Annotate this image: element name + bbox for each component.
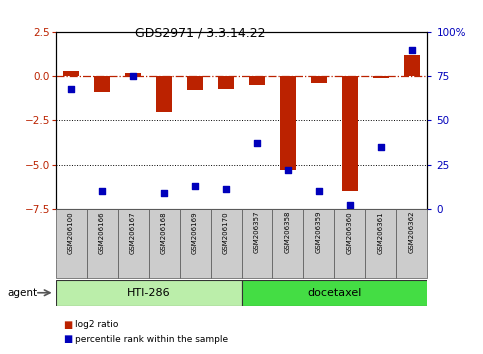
Bar xyxy=(404,55,420,76)
Point xyxy=(191,183,199,189)
Point xyxy=(284,167,292,173)
Point xyxy=(98,188,106,194)
Bar xyxy=(56,280,242,306)
Bar xyxy=(187,76,203,90)
Bar xyxy=(249,76,265,85)
Text: ■: ■ xyxy=(63,334,72,344)
Text: ■: ■ xyxy=(63,320,72,330)
Text: GSM206167: GSM206167 xyxy=(130,211,136,253)
Bar xyxy=(280,76,296,170)
Bar xyxy=(63,71,79,76)
Text: GSM206357: GSM206357 xyxy=(254,211,260,253)
Point xyxy=(377,144,385,150)
Point xyxy=(346,202,354,208)
Bar xyxy=(242,280,443,306)
Text: GSM206360: GSM206360 xyxy=(347,211,353,253)
Bar xyxy=(373,76,389,78)
Bar xyxy=(149,209,180,278)
Point xyxy=(222,187,230,192)
Text: agent: agent xyxy=(7,288,37,298)
Bar xyxy=(311,76,327,83)
Point xyxy=(129,73,137,79)
Text: docetaxel: docetaxel xyxy=(307,288,362,298)
Bar xyxy=(334,209,366,278)
Bar xyxy=(117,209,149,278)
Bar xyxy=(397,209,427,278)
Text: GSM206166: GSM206166 xyxy=(99,211,105,253)
Text: GSM206168: GSM206168 xyxy=(161,211,167,253)
Text: percentile rank within the sample: percentile rank within the sample xyxy=(75,335,228,344)
Bar xyxy=(342,76,358,191)
Point xyxy=(160,190,168,196)
Text: log2 ratio: log2 ratio xyxy=(75,320,118,330)
Bar xyxy=(303,209,334,278)
Text: HTI-286: HTI-286 xyxy=(127,288,170,298)
Point xyxy=(315,188,323,194)
Point xyxy=(67,86,75,91)
Bar xyxy=(125,73,141,76)
Bar xyxy=(180,209,211,278)
Bar xyxy=(366,209,397,278)
Bar xyxy=(218,76,234,88)
Text: GSM206169: GSM206169 xyxy=(192,211,198,253)
Bar xyxy=(86,209,117,278)
Bar xyxy=(156,76,172,112)
Text: GSM206359: GSM206359 xyxy=(316,211,322,253)
Point xyxy=(253,141,261,146)
Bar xyxy=(272,209,303,278)
Text: GSM206358: GSM206358 xyxy=(285,211,291,253)
Text: GDS2971 / 3.3.14.22: GDS2971 / 3.3.14.22 xyxy=(135,27,266,40)
Text: GSM206362: GSM206362 xyxy=(409,211,415,253)
Point xyxy=(408,47,416,52)
Text: GSM206170: GSM206170 xyxy=(223,211,229,253)
Text: GSM206361: GSM206361 xyxy=(378,211,384,253)
Bar xyxy=(242,209,272,278)
Bar xyxy=(56,209,86,278)
Text: GSM206100: GSM206100 xyxy=(68,211,74,253)
Bar xyxy=(211,209,242,278)
Bar xyxy=(94,76,110,92)
